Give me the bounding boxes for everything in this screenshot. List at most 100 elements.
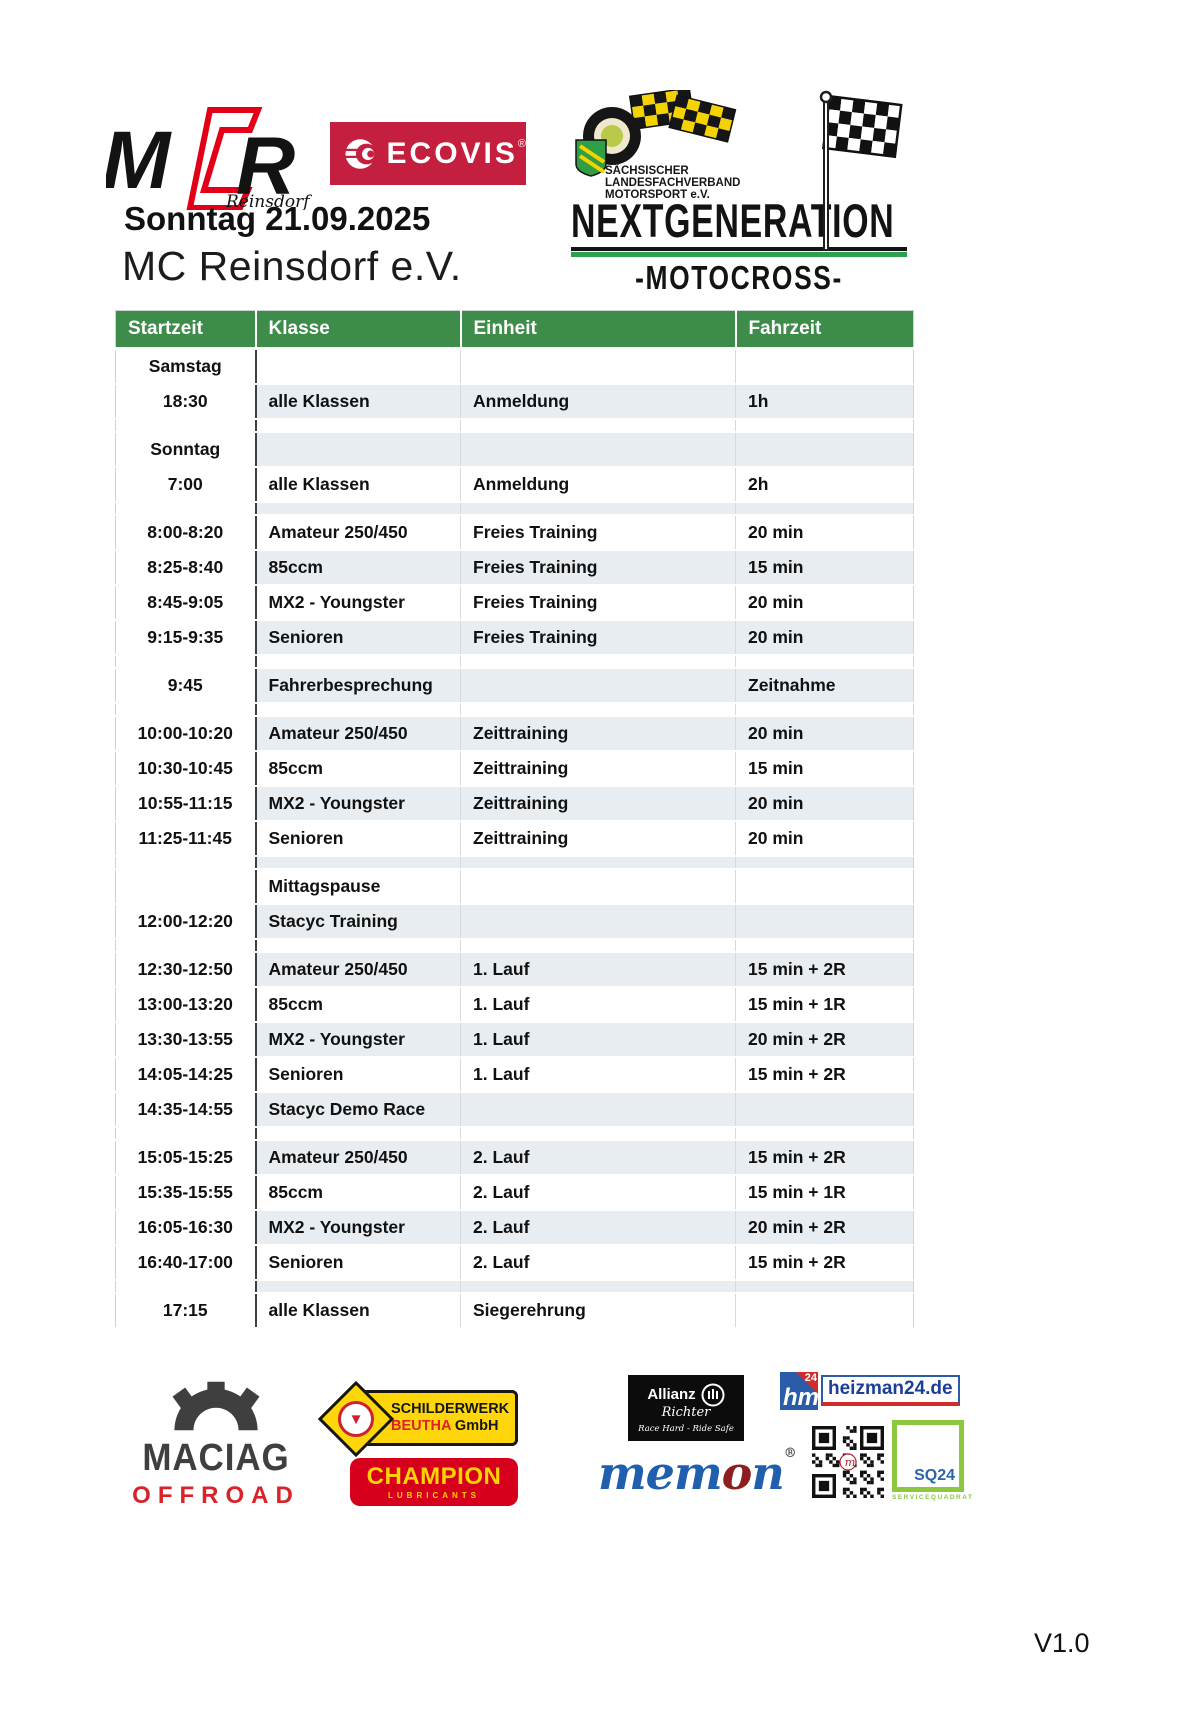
startzeit-cell: 12:30-12:50: [115, 951, 257, 988]
spacer-row: [115, 501, 914, 516]
spacer-row: [115, 702, 914, 717]
fahrzeit-cell: [735, 348, 914, 385]
startzeit-cell: 16:40-17:00: [115, 1244, 257, 1281]
beutha-brand: BEUTHA: [391, 1418, 451, 1434]
klasse-cell: [255, 501, 461, 516]
startzeit-cell: 7:00: [115, 466, 257, 503]
startzeit-cell: 8:00-8:20: [115, 514, 257, 551]
startzeit-cell: 8:45-9:05: [115, 584, 257, 621]
schedule-table: Startzeit Klasse Einheit Fahrzeit Samsta…: [115, 310, 914, 1329]
fahrzeit-cell: 15 min: [735, 549, 914, 586]
einheit-cell: Anmeldung: [460, 466, 736, 503]
fahrzeit-cell: [735, 1279, 914, 1294]
club-name: MC Reinsdorf e.V.: [122, 243, 462, 289]
spacer-row: [115, 1279, 914, 1294]
mcr-letter-m: M: [106, 115, 172, 206]
einheit-cell: [460, 667, 736, 704]
einheit-cell: 2. Lauf: [460, 1244, 736, 1281]
memon-o: o: [721, 1446, 753, 1500]
beutha-triangle-glyph: ▼: [348, 1410, 364, 1428]
sq24-label: SQ24: [914, 1467, 955, 1484]
fahrzeit-cell: 20 min + 2R: [735, 1021, 914, 1058]
maciag-offroad-logo: MACIAG OFFROAD: [118, 1380, 314, 1510]
maciag-name: MACIAG: [142, 1437, 290, 1479]
startzeit-cell: 17:15: [115, 1292, 257, 1329]
table-row: 8:45-9:05 MX2 - Youngster Freies Training 2…: [115, 584, 914, 621]
table-row: 10:55-11:15 MX2 - Youngster Zeittraining 20…: [115, 785, 914, 822]
fahrzeit-cell: [735, 1091, 914, 1128]
startzeit-cell: 10:55-11:15: [115, 785, 257, 822]
einheit-cell: Anmeldung: [460, 383, 736, 420]
ecovis-crescent-icon: [342, 138, 377, 169]
table-row: 12:30-12:50 Amateur 250/450 1. Lauf 15 min …: [115, 951, 914, 988]
klasse-cell: MX2 - Youngster: [255, 1209, 461, 1246]
klasse-cell: [255, 431, 461, 468]
ecovis-registered-mark: ®: [517, 137, 526, 150]
einheit-cell: Freies Training: [460, 514, 736, 551]
fahrzeit-cell: [735, 702, 914, 717]
table-row: 17:15 alle Klassen Siegerehrung: [115, 1292, 914, 1329]
einheit-cell: [460, 654, 736, 669]
fahrzeit-cell: 15 min + 2R: [735, 951, 914, 988]
spacer-row: [115, 938, 914, 953]
einheit-cell: Zeittraining: [460, 820, 736, 857]
einheit-cell: Zeittraining: [460, 715, 736, 752]
einheit-cell: Zeittraining: [460, 750, 736, 787]
einheit-cell: Siegerehrung: [460, 1292, 736, 1329]
allianz-richter-name: Richter: [661, 1404, 711, 1420]
beutha-line2: BEUTHA GmbH: [391, 1418, 515, 1435]
table-row: 9:45 Fahrerbesprechung Zeitnahme: [115, 667, 914, 704]
table-row: 13:00-13:20 85ccm 1. Lauf 15 min + 1R: [115, 986, 914, 1023]
champion-sub: LUBRICANTS: [388, 1490, 480, 1500]
klasse-cell: Senioren: [255, 1056, 461, 1093]
table-row: 8:00-8:20 Amateur 250/450 Freies Training 2…: [115, 514, 914, 551]
einheit-cell: Freies Training: [460, 619, 736, 656]
sq24-frame-icon: SQ24: [892, 1420, 964, 1492]
klasse-cell: [255, 938, 461, 953]
klasse-cell: Stacyc Demo Race: [255, 1091, 461, 1128]
day-row: Sonntag: [115, 431, 914, 468]
heizman-corner-triangle-icon: [796, 1372, 818, 1394]
klasse-cell: Amateur 250/450: [255, 514, 461, 551]
mcr-reinsdorf-logo-icon: M R Reinsdorf: [106, 107, 312, 210]
fahrzeit-cell: [735, 1292, 914, 1329]
allianz-tagline: Race Hard - Ride Safe: [638, 1423, 734, 1434]
einheit-cell: [460, 1091, 736, 1128]
fahrzeit-cell: 20 min: [735, 785, 914, 822]
klasse-cell: alle Klassen: [255, 466, 461, 503]
einheit-cell: [460, 868, 736, 905]
schedule-table-body: Samstag 18:30 alle Klassen Anmeldung 1h Sonnt…: [115, 348, 914, 1329]
memon-part1: mem: [598, 1446, 723, 1500]
startzeit-cell: 15:35-15:55: [115, 1174, 257, 1211]
startzeit-cell: 12:00-12:20: [115, 903, 257, 940]
slv-line1: SÄCHSISCHER: [605, 164, 689, 177]
table-row: 14:05-14:25 Senioren 1. Lauf 15 min + 2R: [115, 1056, 914, 1093]
klasse-cell: [255, 418, 461, 433]
allianz-emblem-icon: [701, 1383, 725, 1406]
klasse-cell: 85ccm: [255, 1174, 461, 1211]
spacer-row: [115, 1126, 914, 1141]
startzeit-cell: 18:30: [115, 383, 257, 420]
heizman-badge: 24: [804, 1372, 817, 1384]
fahrzeit-cell: 15 min + 1R: [735, 1174, 914, 1211]
klasse-cell: [255, 855, 461, 870]
startzeit-cell: 10:00-10:20: [115, 715, 257, 752]
startzeit-cell: [115, 938, 257, 953]
klasse-cell: Stacyc Training: [255, 903, 461, 940]
startzeit-cell: 11:25-11:45: [115, 820, 257, 857]
slv-line2: LANDESFACHVERBAND: [605, 177, 740, 189]
sq24-logo: SQ24 SERVICEQUADRAT: [892, 1420, 972, 1501]
klasse-cell: [255, 654, 461, 669]
spacer-row: [115, 855, 914, 870]
memon-registered-mark: ®: [783, 1446, 797, 1461]
slv-flag-right-icon: [669, 95, 736, 142]
klasse-cell: 85ccm: [255, 986, 461, 1023]
startzeit-cell: Sonntag: [115, 431, 257, 468]
header-row: Startzeit Klasse Einheit Fahrzeit: [115, 310, 914, 350]
einheit-cell: [460, 938, 736, 953]
einheit-cell: [460, 501, 736, 516]
startzeit-cell: 8:25-8:40: [115, 549, 257, 586]
fahrzeit-cell: [735, 654, 914, 669]
fahrzeit-cell: 2h: [735, 466, 914, 503]
